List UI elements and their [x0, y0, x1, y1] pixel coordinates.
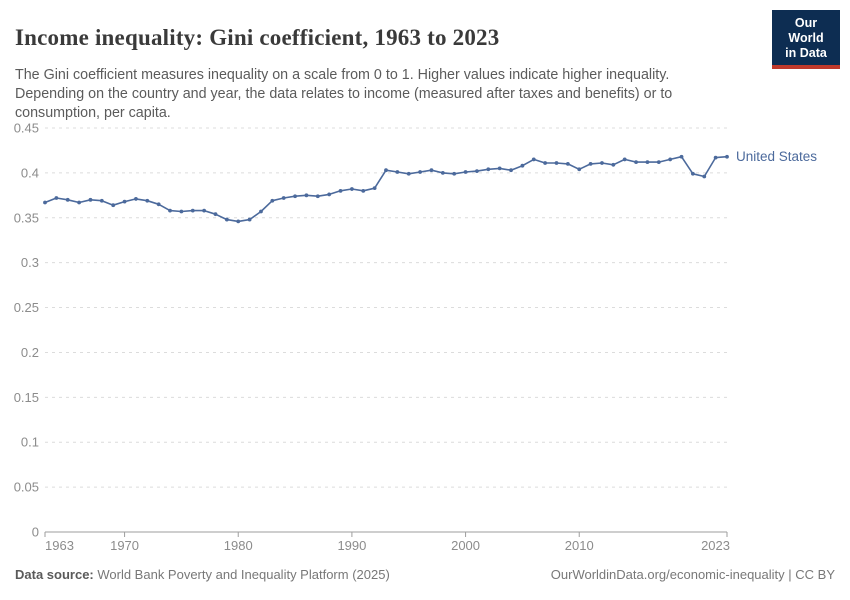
data-point[interactable] [725, 154, 729, 159]
data-point[interactable] [213, 212, 218, 217]
data-point[interactable] [327, 192, 332, 197]
data-point[interactable] [440, 170, 445, 175]
data-point[interactable] [54, 196, 59, 200]
data-point[interactable] [565, 162, 570, 166]
y-tick-label: 0 [32, 525, 39, 540]
data-point[interactable] [679, 154, 684, 159]
data-point[interactable] [520, 163, 525, 168]
data-point[interactable] [463, 170, 468, 174]
data-point[interactable] [270, 198, 275, 203]
y-tick-label: 0.25 [14, 300, 39, 315]
data-point[interactable] [634, 160, 638, 165]
data-point[interactable] [99, 198, 104, 203]
data-point[interactable] [577, 167, 582, 172]
data-point[interactable] [418, 170, 422, 174]
data-point[interactable] [134, 197, 138, 201]
data-point[interactable] [247, 217, 252, 222]
series-label[interactable]: United States [736, 149, 817, 164]
y-tick-label: 0.2 [21, 345, 39, 360]
data-point[interactable] [122, 199, 127, 204]
owid-logo-box: Our World in Data [772, 10, 840, 66]
data-point[interactable] [350, 187, 354, 191]
data-point[interactable] [497, 166, 502, 171]
data-point[interactable] [543, 161, 548, 165]
data-point[interactable] [145, 198, 150, 203]
data-point[interactable] [656, 160, 661, 165]
data-point[interactable] [475, 169, 479, 173]
data-point[interactable] [111, 203, 116, 208]
footer-right: OurWorldinData.org/economic-inequality |… [551, 567, 835, 582]
data-point[interactable] [88, 197, 93, 202]
x-tick-label: 2010 [565, 538, 594, 553]
data-point[interactable] [588, 162, 593, 166]
data-point[interactable] [611, 162, 616, 167]
data-point[interactable] [668, 157, 673, 162]
owid-logo[interactable]: Our World in Data [772, 10, 840, 70]
data-source-text: World Bank Poverty and Inequality Platfo… [93, 567, 390, 582]
x-tick-label: 1990 [337, 538, 366, 553]
x-tick-label: 2000 [451, 538, 480, 553]
data-point[interactable] [531, 157, 536, 162]
data-point[interactable] [179, 209, 184, 214]
y-tick-label: 0.45 [14, 121, 39, 136]
data-point[interactable] [622, 157, 627, 162]
y-tick-label: 0.3 [21, 255, 39, 270]
owid-logo-accent-bar [772, 65, 840, 70]
data-point[interactable] [156, 202, 161, 207]
y-tick-label: 0.4 [21, 165, 39, 180]
data-point[interactable] [452, 171, 457, 176]
data-point[interactable] [372, 186, 377, 191]
license-badge: CC BY [795, 567, 835, 582]
data-point[interactable] [236, 219, 241, 224]
data-point[interactable] [338, 188, 343, 193]
data-point[interactable] [600, 161, 604, 165]
x-tick-label: 1980 [224, 538, 253, 553]
data-point[interactable] [384, 168, 388, 173]
footer-separator: | [784, 567, 796, 582]
data-line[interactable] [44, 155, 728, 223]
data-point[interactable] [554, 161, 559, 165]
data-point[interactable] [702, 174, 707, 179]
data-point[interactable] [202, 208, 207, 213]
data-point[interactable] [259, 209, 263, 214]
data-source-note: Data source: World Bank Poverty and Ineq… [15, 567, 390, 582]
owid-logo-line1: Our World [788, 16, 824, 45]
data-point[interactable] [691, 171, 695, 176]
data-point[interactable] [77, 200, 81, 205]
y-tick-label: 0.1 [21, 435, 39, 450]
data-point[interactable] [645, 160, 650, 165]
y-tick-label: 0.35 [14, 210, 39, 225]
data-point[interactable] [43, 200, 47, 205]
data-point[interactable] [304, 193, 309, 198]
x-tick-label: 2023 [701, 538, 730, 553]
data-source-label: Data source: [15, 567, 94, 582]
chart-canvas[interactable]: 0 0.05 0.1 0.15 0.2 0.25 0.3 0.35 0.4 0.45 1963 197… [0, 110, 850, 560]
data-point[interactable] [224, 217, 229, 222]
data-point[interactable] [406, 171, 411, 176]
chart-subtitle: The Gini coefficient measures inequality… [15, 67, 673, 122]
owid-url-link[interactable]: OurWorldinData.org/economic-inequality [550, 567, 785, 582]
x-tick-label: 1970 [110, 538, 139, 553]
owid-logo-line2: in Data [785, 45, 827, 60]
data-point[interactable] [509, 168, 513, 173]
data-point[interactable] [168, 208, 172, 213]
x-tick-label: 1963 [45, 538, 74, 553]
data-point[interactable] [190, 208, 195, 213]
chart-footer: Data source: World Bank Poverty and Ineq… [15, 567, 835, 582]
data-point[interactable] [429, 168, 434, 173]
data-point[interactable] [281, 196, 286, 200]
data-point[interactable] [293, 194, 297, 199]
y-tick-label: 0.15 [14, 390, 39, 405]
data-point[interactable] [361, 188, 366, 193]
data-point[interactable] [486, 167, 491, 172]
chart-title: Income inequality: Gini coefficient, 196… [15, 25, 500, 51]
data-point[interactable] [713, 155, 718, 160]
data-point[interactable] [315, 194, 320, 199]
data-point[interactable] [65, 197, 70, 202]
y-tick-label: 0.05 [14, 480, 39, 495]
data-point[interactable] [395, 170, 400, 174]
